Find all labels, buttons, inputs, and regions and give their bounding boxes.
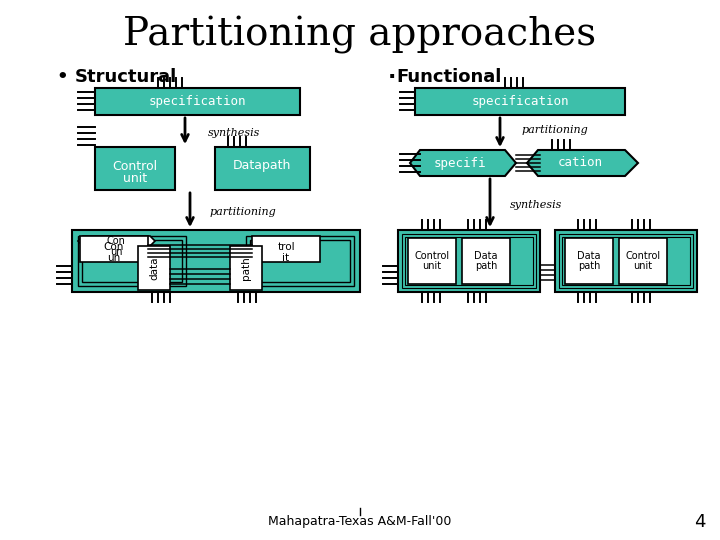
Text: path: path: [241, 256, 251, 280]
Text: •: •: [56, 68, 68, 86]
Text: unit: unit: [634, 261, 652, 271]
FancyBboxPatch shape: [555, 230, 697, 292]
Polygon shape: [78, 236, 155, 246]
FancyBboxPatch shape: [415, 88, 625, 115]
Polygon shape: [527, 150, 638, 176]
FancyBboxPatch shape: [95, 147, 175, 190]
FancyBboxPatch shape: [230, 246, 262, 290]
Text: 4: 4: [695, 513, 706, 531]
FancyBboxPatch shape: [398, 230, 540, 292]
Text: Partitioning approaches: Partitioning approaches: [123, 16, 597, 54]
Text: Control: Control: [626, 251, 660, 261]
Text: unit: unit: [423, 261, 441, 271]
Text: Datapath: Datapath: [233, 159, 291, 172]
Text: Control: Control: [415, 251, 449, 261]
Text: unit: unit: [123, 172, 147, 186]
Text: Structural: Structural: [75, 68, 177, 86]
Text: Mahapatra-Texas A&M-Fall'00: Mahapatra-Texas A&M-Fall'00: [269, 516, 451, 529]
Text: Control: Control: [112, 159, 158, 172]
Text: Functional: Functional: [396, 68, 501, 86]
FancyBboxPatch shape: [72, 230, 360, 292]
Text: Data: Data: [577, 251, 600, 261]
Text: path: path: [578, 261, 600, 271]
FancyBboxPatch shape: [619, 238, 667, 284]
Text: trol: trol: [277, 242, 294, 252]
Text: Data: Data: [474, 251, 498, 261]
Text: synthesis: synthesis: [510, 200, 562, 210]
Polygon shape: [410, 150, 516, 176]
FancyBboxPatch shape: [138, 246, 170, 290]
Text: it: it: [282, 253, 289, 263]
Text: specification: specification: [148, 96, 246, 109]
Text: specification: specification: [472, 96, 569, 109]
Text: partitioning: partitioning: [210, 207, 276, 217]
FancyBboxPatch shape: [80, 236, 148, 262]
FancyBboxPatch shape: [408, 238, 456, 284]
FancyBboxPatch shape: [565, 238, 613, 284]
FancyBboxPatch shape: [252, 236, 320, 262]
Text: partitioning: partitioning: [522, 125, 589, 135]
Text: path: path: [474, 261, 498, 271]
FancyBboxPatch shape: [215, 147, 310, 190]
FancyBboxPatch shape: [462, 238, 510, 284]
Text: Con: Con: [104, 242, 124, 252]
Text: data: data: [149, 256, 159, 280]
Text: Con: Con: [107, 236, 125, 246]
Text: synthesis: synthesis: [208, 128, 261, 138]
Text: cation: cation: [557, 157, 603, 170]
Text: un: un: [107, 253, 121, 263]
Text: un: un: [109, 247, 122, 257]
Text: specifi: specifi: [433, 157, 486, 170]
FancyBboxPatch shape: [95, 88, 300, 115]
Text: ·: ·: [388, 67, 397, 87]
